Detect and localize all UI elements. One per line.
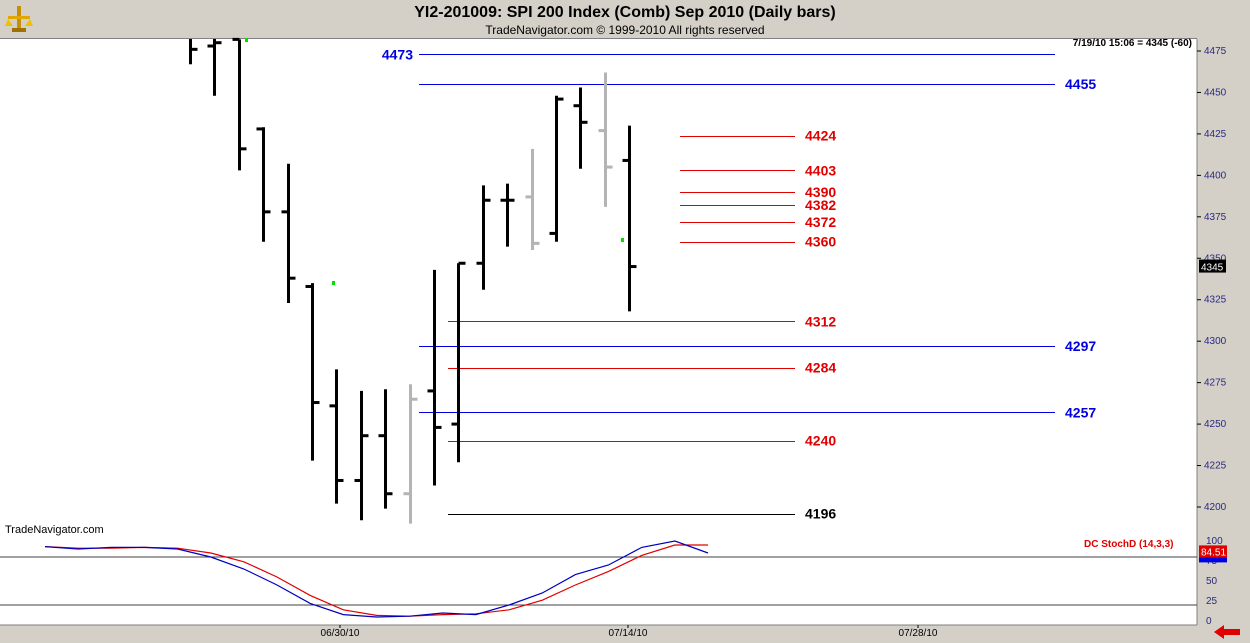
level-label-4312: 4312 <box>805 313 836 329</box>
level-label-4372: 4372 <box>805 214 836 230</box>
y-tick-label: 4225 <box>1204 461 1227 472</box>
stoch-k-line <box>44 540 709 618</box>
signal-marker <box>621 238 624 242</box>
chart-subtitle: TradeNavigator.com © 1999-2010 All right… <box>485 23 765 37</box>
chart-title: YI2-201009: SPI 200 Index (Comb) Sep 201… <box>414 4 836 21</box>
signal-marker <box>332 281 335 285</box>
y-tick-label: 4200 <box>1204 502 1227 513</box>
x-tick-label: 07/28/10 <box>899 628 938 639</box>
stoch-tick-label: 0 <box>1206 616 1212 627</box>
price-panel[interactable] <box>0 38 1197 540</box>
y-tick-label: 4375 <box>1204 212 1227 223</box>
y-tick-label: 4350 <box>1204 253 1227 264</box>
y-tick-label: 4400 <box>1204 170 1227 181</box>
indicator-panel[interactable] <box>0 539 1197 625</box>
stoch-tick-label: 100 <box>1206 536 1223 547</box>
level-label-4196: 4196 <box>805 506 836 522</box>
y-tick-label: 4275 <box>1204 378 1227 389</box>
last-price-box <box>1199 259 1226 273</box>
level-label-4257: 4257 <box>1065 404 1096 420</box>
signal-marker <box>245 38 248 42</box>
stoch-value-label: 84.51 <box>1201 547 1226 558</box>
title-bar: YI2-201009: SPI 200 Index (Comb) Sep 201… <box>0 0 1250 38</box>
y-tick-label: 4425 <box>1204 129 1227 140</box>
level-label-4297: 4297 <box>1065 338 1096 354</box>
level-label-4473: 4473 <box>382 46 413 62</box>
indicator-title: DC StochD (14,3,3) <box>1084 539 1174 550</box>
x-tick-label: 06/30/10 <box>321 628 360 639</box>
level-label-4424: 4424 <box>805 128 836 144</box>
stoch-value-box-k <box>1199 557 1227 563</box>
level-label-4284: 4284 <box>805 360 836 376</box>
last-price-label: 4345 <box>1201 263 1224 274</box>
stoch-value-box <box>1199 545 1227 558</box>
stoch-tick-label: 25 <box>1206 596 1218 607</box>
level-label-4240: 4240 <box>805 433 836 449</box>
stoch-tick-label: 50 <box>1206 576 1218 587</box>
y-tick-label: 4300 <box>1204 336 1227 347</box>
back-arrow-icon[interactable] <box>1212 624 1242 640</box>
level-label-4455: 4455 <box>1065 76 1096 92</box>
level-label-4390: 4390 <box>805 184 836 200</box>
y-tick-label: 4475 <box>1204 46 1227 57</box>
last-price-stamp: 7/19/10 15:06 = 4345 (-60) <box>1072 38 1192 49</box>
y-tick-label: 4450 <box>1204 87 1227 98</box>
level-label-4403: 4403 <box>805 162 836 178</box>
level-label-4360: 4360 <box>805 234 836 250</box>
tradenavigator-logo-icon <box>5 6 33 32</box>
x-tick-label: 07/14/10 <box>609 628 648 639</box>
watermark-text: TradeNavigator.com <box>5 524 104 536</box>
stoch-d-line <box>44 544 708 617</box>
y-tick-label: 4250 <box>1204 419 1227 430</box>
y-tick-label: 4325 <box>1204 295 1227 306</box>
level-label-4382: 4382 <box>805 197 836 213</box>
